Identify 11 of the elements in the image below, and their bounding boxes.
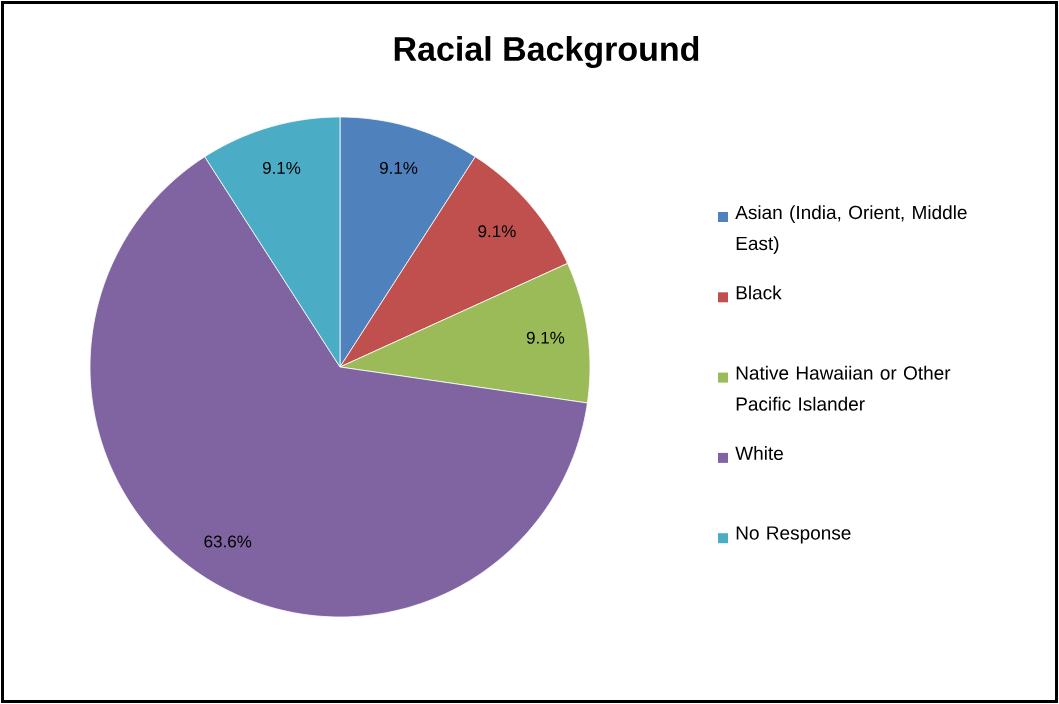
legend-label: Black [736,285,782,300]
data-label: 63.6% [204,535,252,548]
data-label: 9.1% [478,225,516,238]
legend-label: Asian (India, Orient, Middle East) [735,205,967,254]
chart-title: Racial Background [394,36,699,68]
legend-label: Native Hawaiian or Other Pacific Islander [736,365,951,411]
legend-label: No Response [736,526,851,544]
data-label: 9.1% [379,161,418,174]
data-label: 9.1% [526,331,565,344]
legend-label: White [735,446,783,461]
data-label: 9.1% [262,161,301,174]
